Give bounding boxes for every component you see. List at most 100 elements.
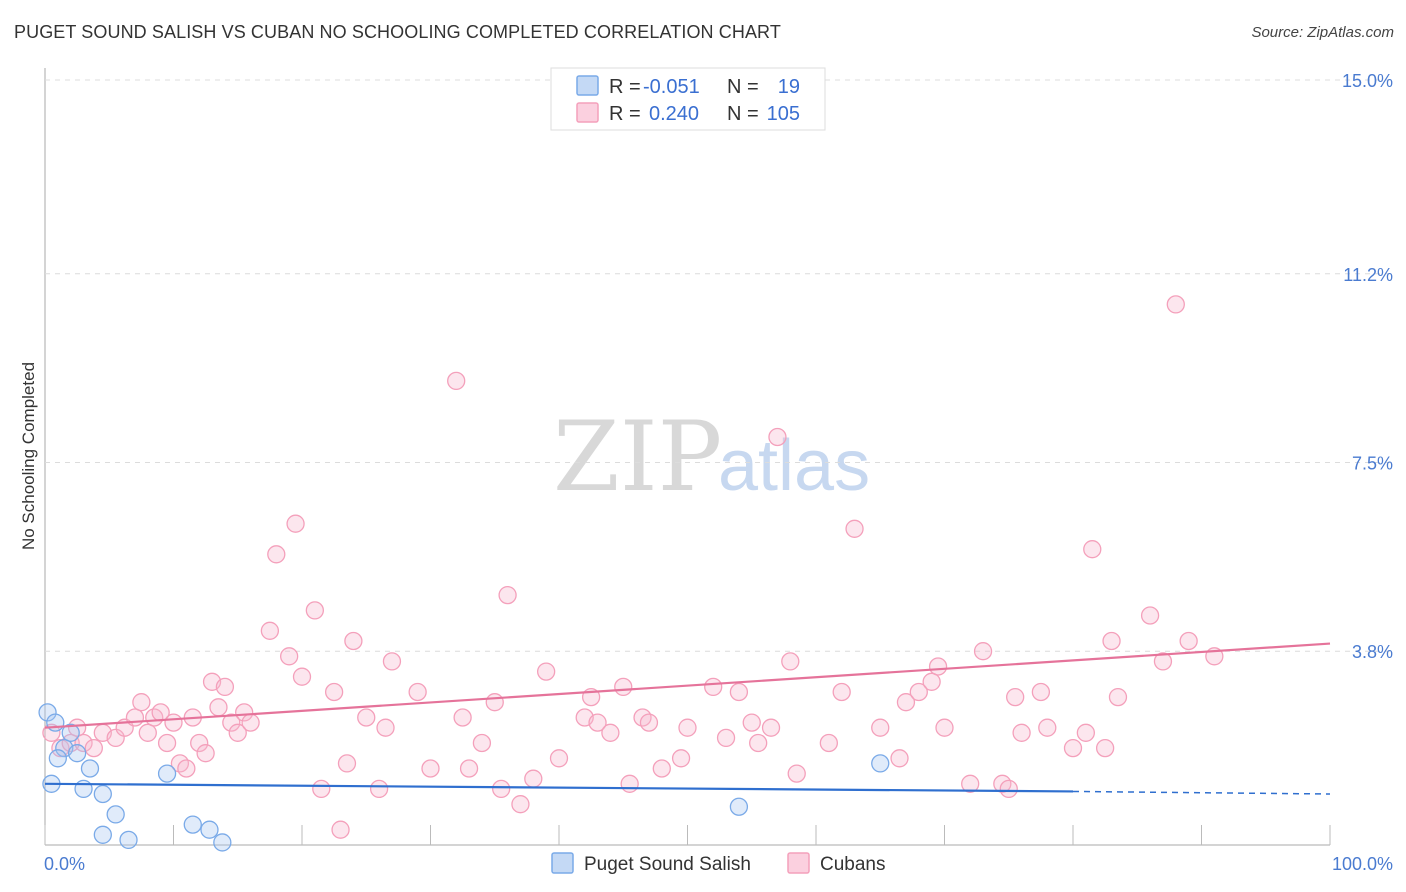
point-cubans [671,749,691,768]
point-cubans [279,647,299,666]
point-cubans [382,652,402,671]
point-cubans [749,733,768,753]
x-tick-label-min: 0.0% [44,854,85,874]
point-puget-sound-salish [213,833,232,852]
x-ticks [44,825,1331,845]
watermark-atlas: atlas [718,426,870,506]
point-puget-sound-salish [119,830,138,850]
legend-r-label-1: R = [609,76,641,98]
point-cubans [177,759,196,778]
point-cubans [132,693,151,712]
trend-lines [44,642,1331,795]
y-tick-labels: 3.8% 7.5% 11.2% 15.0% [1342,71,1393,662]
point-cubans [537,662,556,681]
point-cubans [228,723,247,742]
point-cubans [190,733,209,753]
point-cubans [357,708,376,727]
point-cubans [222,713,241,732]
point-puget-sound-salish [729,797,749,816]
point-cubans [1179,631,1198,651]
point-puget-sound-salish [93,825,112,844]
point-cubans [896,693,916,712]
legend-swatch-cubans [576,102,599,123]
point-cubans [890,749,909,768]
point-cubans [973,642,993,661]
point-cubans [922,672,941,691]
point-cubans [453,708,472,727]
point-cubans [1102,631,1121,651]
point-cubans [761,718,781,737]
point-puget-sound-salish [157,764,177,783]
point-cubans [492,779,511,799]
point-cubans [376,718,395,737]
point-cubans [1095,738,1115,758]
point-cubans [549,749,569,768]
y-tick-label: 15.0% [1342,71,1393,91]
point-cubans [832,682,851,702]
point-puget-sound-salish [106,805,125,824]
series-legend-swatch-cubans [787,852,810,874]
point-cubans [614,677,633,697]
series-legend-label-cubans: Cubans [820,854,886,875]
point-cubans [138,723,157,742]
point-puget-sound-salish [80,759,100,778]
point-cubans [999,779,1018,799]
point-cubans [498,585,517,605]
y-axis-label: No Schooling Completed [19,362,38,550]
point-cubans [588,713,607,732]
point-puget-sound-salish [61,723,80,742]
point-cubans [1031,682,1051,702]
point-cubans [312,779,331,799]
point-cubans [1038,718,1057,737]
point-puget-sound-salish [200,820,219,839]
legend-r-value-1: -0.051 [643,76,700,98]
point-cubans [620,774,639,793]
point-cubans [84,738,103,758]
point-puget-sound-salish [183,815,202,834]
point-cubans [909,682,928,702]
point-cubans [678,718,697,737]
point-cubans [209,698,228,717]
y-tick-label: 7.5% [1352,454,1393,474]
point-cubans [871,718,890,737]
point-cubans [639,713,659,732]
point-cubans [241,713,260,732]
point-cubans [215,677,235,697]
point-cubans [125,708,145,727]
point-cubans [845,519,864,538]
legend-n-label-1: N = [727,76,759,98]
point-cubans [729,682,749,702]
point-cubans [1012,723,1031,742]
point-cubans [337,754,357,773]
point-cubans [652,759,671,778]
source-label: Source: ZipAtlas.com [1251,24,1394,41]
point-cubans [935,718,954,737]
watermark-zip: ZIP [553,401,722,513]
point-puget-sound-salish [48,749,67,768]
point-cubans [716,728,736,748]
point-cubans [768,427,787,447]
point-cubans [961,774,980,793]
y-tick-label: 11.2% [1343,265,1393,285]
legend-r-label-2: R = [609,103,641,125]
trend-line-salish [44,782,1074,793]
legend-n-label-2: N = [727,103,759,125]
point-cubans [524,769,543,788]
point-cubans [292,667,312,686]
point-cubans [286,514,305,533]
point-cubans [1063,738,1083,758]
legend-n-value-2: 105 [767,103,800,125]
point-puget-sound-salish [67,744,87,763]
point-cubans [742,713,761,732]
point-cubans [928,657,948,676]
y-tick-label: 3.8% [1352,642,1393,662]
point-cubans [196,744,215,763]
point-cubans [459,759,479,778]
point-cubans [369,779,389,799]
point-cubans [1140,606,1160,625]
point-cubans [1153,652,1173,671]
point-cubans [324,682,344,702]
point-cubans [267,545,286,564]
gridlines [45,79,1393,652]
